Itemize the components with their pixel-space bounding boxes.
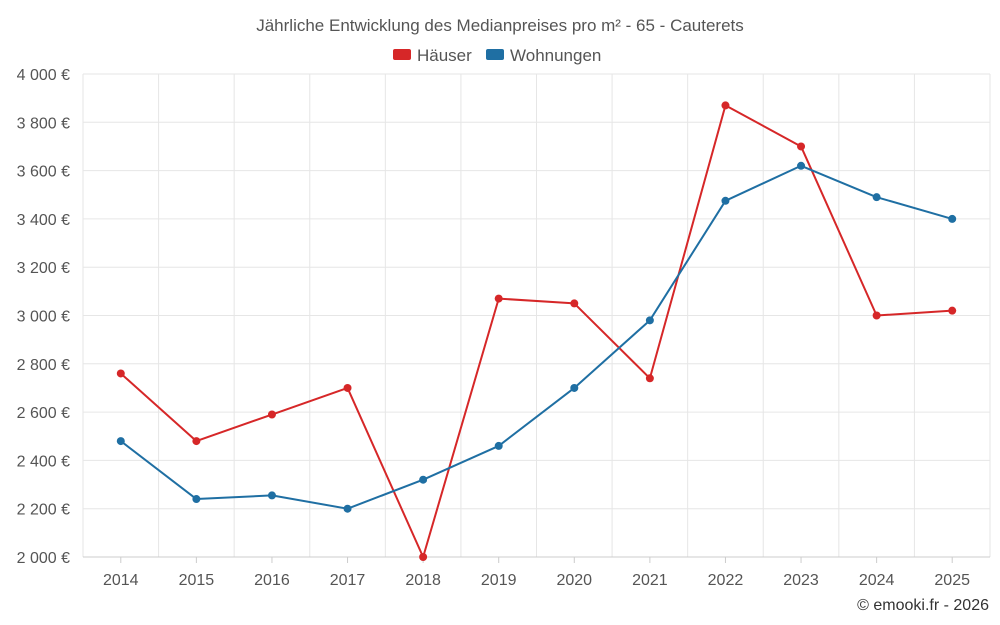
x-tick-label: 2024 [859,572,895,589]
series-line-haeuser [120,104,953,558]
data-point-haeuser[interactable] [872,311,881,320]
y-tick-label: 2 400 € [17,453,70,470]
data-point-wohnungen[interactable] [948,214,957,223]
data-point-haeuser[interactable] [797,142,806,151]
data-point-wohnungen[interactable] [116,437,125,446]
legend-label-haeuser: Häuser [417,46,472,65]
x-tick-label: 2023 [783,572,819,589]
x-tick-label: 2014 [103,572,139,589]
data-point-wohnungen[interactable] [343,504,352,513]
data-point-haeuser[interactable] [948,306,957,315]
data-point-wohnungen[interactable] [570,383,579,392]
y-tick-label: 2 200 € [17,502,70,519]
y-tick-label: 2 800 € [17,357,70,374]
credit-text: © emooki.fr - 2026 [857,597,989,614]
legend-label-wohnungen: Wohnungen [510,46,601,65]
gridlines [82,73,991,558]
y-tick-label: 3 600 € [17,164,70,181]
data-point-wohnungen[interactable] [192,495,201,504]
data-point-wohnungen[interactable] [872,193,881,202]
legend-swatch-haeuser [393,49,411,60]
y-tick-label: 3 000 € [17,309,70,326]
data-point-wohnungen[interactable] [721,196,730,205]
x-tick-label: 2018 [405,572,441,589]
x-tick-label: 2025 [934,572,970,589]
legend-item-wohnungen[interactable]: Wohnungen [486,46,601,65]
legend: Häuser Wohnungen [393,46,601,65]
data-point-haeuser[interactable] [343,383,352,392]
series-line-wohnungen [120,164,953,510]
x-tick-label: 2019 [481,572,517,589]
data-point-haeuser[interactable] [494,294,503,303]
series-lines [116,101,957,561]
data-point-wohnungen[interactable] [494,441,503,450]
x-tick-label: 2016 [254,572,290,589]
data-point-wohnungen[interactable] [419,475,428,484]
chart-title: Jährliche Entwicklung des Medianpreises … [256,16,744,35]
data-point-haeuser[interactable] [645,374,654,383]
x-tick-label: 2021 [632,572,668,589]
data-point-haeuser[interactable] [192,437,201,446]
y-tick-label: 3 800 € [17,115,70,132]
y-tick-label: 3 200 € [17,260,70,277]
data-point-haeuser[interactable] [419,553,428,561]
data-point-haeuser[interactable] [570,299,579,308]
x-tick-label: 2015 [179,572,215,589]
legend-item-haeuser[interactable]: Häuser [393,46,472,65]
data-point-wohnungen[interactable] [797,161,806,170]
y-tick-label: 2 000 € [17,550,70,567]
x-tick-label: 2017 [330,572,366,589]
x-axis: 2014 2015 2016 2017 2018 2019 2020 2021 2022 2023… [83,556,990,589]
y-tick-label: 4 000 € [17,67,70,84]
data-point-haeuser[interactable] [267,410,276,419]
x-tick-label: 2020 [556,572,592,589]
y-tick-label: 2 600 € [17,405,70,422]
y-axis: 2 000 € 2 200 € 2 400 € 2 600 € 2 800 € 3 000… [17,67,70,567]
legend-swatch-wohnungen [486,49,504,60]
data-point-wohnungen[interactable] [267,491,276,500]
data-point-haeuser[interactable] [721,101,730,110]
data-point-wohnungen[interactable] [645,316,654,325]
y-tick-label: 3 400 € [17,212,70,229]
x-tick-label: 2022 [708,572,744,589]
data-point-haeuser[interactable] [116,369,125,378]
